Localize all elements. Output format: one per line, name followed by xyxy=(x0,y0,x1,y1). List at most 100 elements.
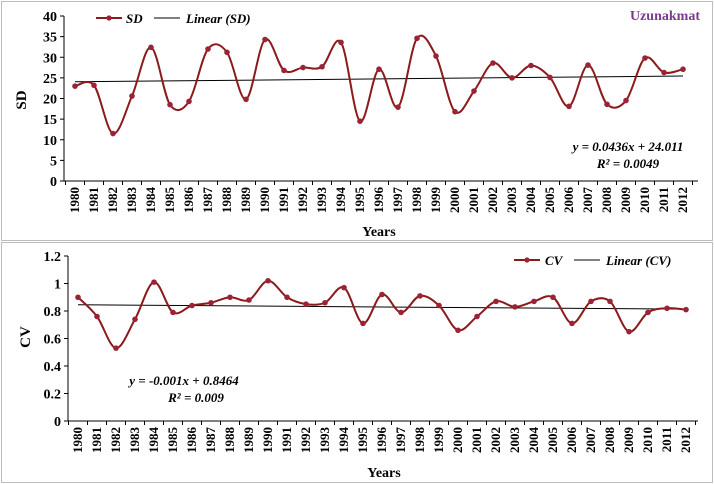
cv-data-point xyxy=(208,299,214,306)
sd-data-point xyxy=(452,108,458,115)
cv-x-tick-label: 2004 xyxy=(526,427,541,454)
cv-data-point xyxy=(531,298,537,305)
sd-chart: Uzunakmat SD Years y = 0.0436x + 24.011 … xyxy=(14,9,700,240)
cv-data-point xyxy=(189,302,195,309)
cv-x-tick-label: 1989 xyxy=(241,427,256,454)
cv-x-tick-label: 1980 xyxy=(70,427,85,453)
cv-x-tick-label: 1997 xyxy=(393,427,408,454)
cv-data-point xyxy=(227,294,233,301)
cv-x-tick-label: 1995 xyxy=(355,427,370,454)
cv-trend-r2: R² = 0.009 xyxy=(167,390,224,405)
cv-data-point xyxy=(512,304,518,310)
sd-x-tick-label: 1988 xyxy=(219,187,234,214)
cv-data-point xyxy=(417,293,423,299)
sd-data-point xyxy=(338,39,344,46)
cv-x-tick-label: 2007 xyxy=(583,427,598,454)
cv-data-point xyxy=(284,294,290,301)
sd-data-point xyxy=(281,67,287,74)
cv-y-tick-label: 1.2 xyxy=(44,250,62,265)
cv-data-point xyxy=(569,320,575,327)
sd-data-point xyxy=(585,62,591,68)
sd-x-tick-label: 1983 xyxy=(124,187,139,214)
sd-legend-trend-label: Linear (SD) xyxy=(185,11,251,26)
sd-x-tick-label: 1993 xyxy=(314,187,329,214)
sd-x-tick-label: 2007 xyxy=(580,187,595,214)
sd-x-tick-label: 2002 xyxy=(485,187,500,213)
sd-data-point xyxy=(148,44,154,51)
cv-x-tick-label: 1983 xyxy=(127,427,142,454)
cv-y-tick-label: 0.6 xyxy=(44,333,62,348)
cv-x-tick-label: 1982 xyxy=(108,427,123,453)
sd-data-point xyxy=(528,62,534,69)
sd-y-tick-label: 0 xyxy=(50,175,57,190)
sd-data-point xyxy=(357,118,363,124)
sd-y-tick-label: 5 xyxy=(50,154,57,169)
sd-data-point xyxy=(243,96,249,103)
cv-data-point xyxy=(474,313,480,320)
cv-x-tick-label: 1985 xyxy=(165,427,180,454)
sd-data-point xyxy=(129,93,135,99)
cv-legend: CV Linear (CV) xyxy=(514,253,671,268)
sd-x-tick-label: 1980 xyxy=(67,187,82,213)
cv-legend-trend-label: Linear (CV) xyxy=(605,253,671,268)
cv-x-tick-label: 1991 xyxy=(279,427,294,453)
cv-data-point xyxy=(170,309,176,316)
sd-x-tick-label: 1989 xyxy=(238,187,253,214)
cv-x-tick-label: 1986 xyxy=(184,427,199,454)
cv-y-tick-label: 0.4 xyxy=(44,360,62,375)
sd-x-tick-label: 1999 xyxy=(428,187,443,214)
sd-data-point xyxy=(167,101,173,108)
cv-data-point xyxy=(303,301,309,307)
cv-data-point xyxy=(322,299,328,306)
cv-data-point xyxy=(360,320,366,327)
sd-x-tick-label: 2009 xyxy=(618,187,633,214)
cv-x-tick-label: 1999 xyxy=(431,427,446,454)
sd-x-tick-label: 1985 xyxy=(162,187,177,214)
cv-x-tick-label: 2003 xyxy=(507,427,522,454)
sd-x-tick-label: 2001 xyxy=(466,187,481,213)
sd-data-point xyxy=(205,46,211,52)
cv-y-tick-label: 0.2 xyxy=(44,388,62,403)
cv-x-tick-label: 2010 xyxy=(640,427,655,453)
cv-data-point xyxy=(151,279,157,285)
sd-data-point xyxy=(110,130,116,137)
cv-legend-series-label: CV xyxy=(545,253,564,268)
sd-x-axis-label: Years xyxy=(362,225,396,240)
cv-data-point xyxy=(341,284,347,291)
sd-x-tick-label: 1981 xyxy=(86,187,101,213)
sd-data-point xyxy=(604,101,610,108)
sd-y-tick-label: 30 xyxy=(43,51,57,66)
sd-x-tick-label: 1991 xyxy=(276,187,291,213)
cv-data-point xyxy=(626,328,632,335)
sd-x-tick-label: 2006 xyxy=(561,187,576,214)
sd-station-label: Uzunakmat xyxy=(630,9,700,24)
sd-trend-equation: y = 0.0436x + 24.011 xyxy=(571,139,684,154)
cv-data-point xyxy=(607,298,613,305)
cv-x-tick-label: 1981 xyxy=(89,427,104,453)
sd-x-tick-label: 2012 xyxy=(675,187,690,213)
sd-data-point xyxy=(661,69,667,76)
sd-x-tick-label: 2011 xyxy=(656,187,671,212)
cv-data-point xyxy=(113,345,119,351)
sd-data-point xyxy=(509,75,515,81)
sd-data-point xyxy=(566,103,572,110)
cv-x-tick-label: 1987 xyxy=(203,427,218,454)
sd-legend: SD Linear (SD) xyxy=(96,11,251,26)
sd-x-tick-label: 2000 xyxy=(447,187,462,213)
sd-data-point xyxy=(471,88,477,94)
cv-data-point xyxy=(645,309,651,316)
sd-trend-r2: R² = 0.0049 xyxy=(596,156,660,171)
cv-x-tick-label: 2011 xyxy=(659,427,674,452)
sd-data-point xyxy=(680,66,686,73)
sd-series-line xyxy=(74,34,684,135)
cv-data-point xyxy=(683,306,689,313)
cv-axes: 0 0.2 0.4 0.6 0.8 1 1.2 1980 1981 1982 1983 1984 198… xyxy=(44,250,698,454)
cv-trend-equation: y = -0.001x + 0.8464 xyxy=(127,373,239,388)
cv-data-point xyxy=(94,313,100,320)
cv-series-line xyxy=(77,279,687,350)
sd-data-point xyxy=(642,55,648,61)
sd-x-tick-label: 1996 xyxy=(371,187,386,214)
cv-data-point xyxy=(132,316,138,323)
cv-x-tick-label: 1984 xyxy=(146,427,161,454)
